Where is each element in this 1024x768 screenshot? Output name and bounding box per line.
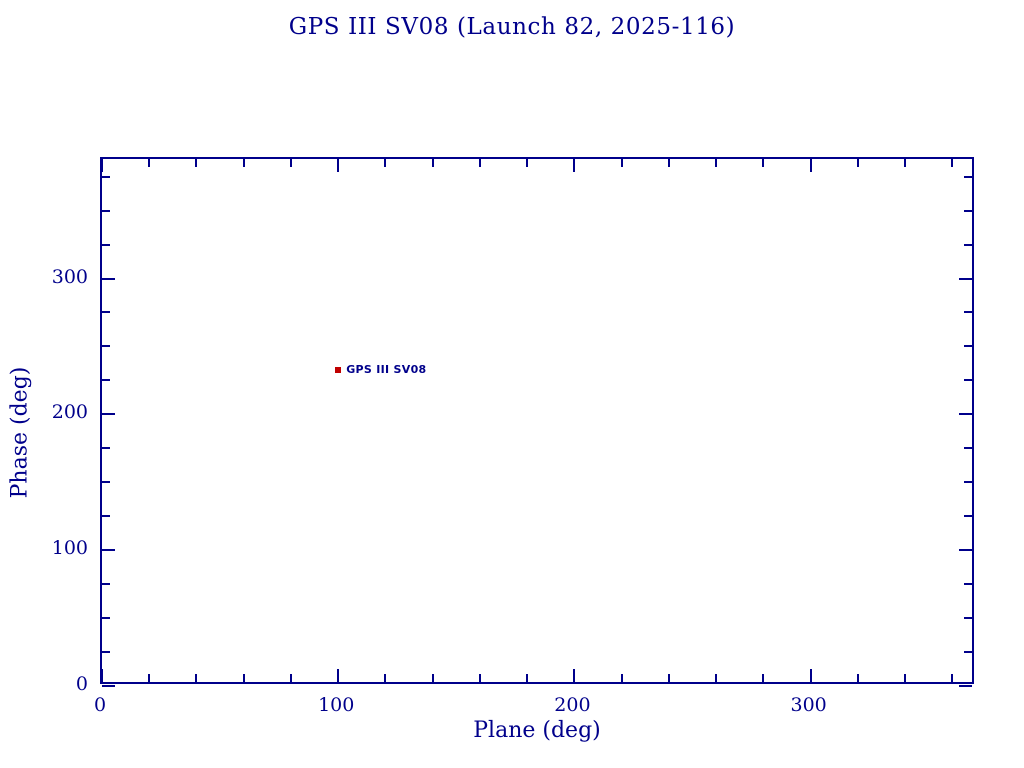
x-minor-tick-top — [620, 159, 623, 167]
x-minor-tick — [856, 674, 859, 682]
y-minor-tick — [102, 243, 110, 246]
y-major-tick — [102, 549, 115, 552]
x-minor-tick-top — [951, 159, 954, 167]
x-major-tick-top — [337, 159, 340, 172]
y-tick-label: 200 — [51, 401, 88, 424]
y-minor-tick — [102, 515, 110, 518]
x-tick-label: 200 — [554, 694, 591, 716]
x-minor-tick — [431, 674, 434, 682]
y-minor-tick-right — [964, 243, 972, 246]
y-major-tick — [102, 277, 115, 280]
y-tick-label: 100 — [51, 537, 88, 560]
y-minor-tick-right — [964, 311, 972, 314]
y-tick-label: 300 — [51, 265, 88, 288]
y-minor-tick — [102, 617, 110, 620]
y-minor-tick-right — [964, 175, 972, 178]
y-minor-tick — [102, 481, 110, 484]
x-minor-tick — [148, 674, 151, 682]
x-tick-label: 100 — [318, 694, 355, 716]
x-minor-tick — [384, 674, 387, 682]
y-minor-tick — [102, 209, 110, 212]
y-minor-tick-right — [964, 617, 972, 620]
y-axis-label: Phase (deg) — [7, 366, 33, 499]
y-minor-tick-right — [964, 515, 972, 518]
x-minor-tick-top — [856, 159, 859, 167]
y-major-tick-right — [959, 413, 972, 416]
x-major-tick-top — [101, 159, 103, 172]
x-minor-tick-top — [195, 159, 198, 167]
y-minor-tick — [102, 583, 110, 586]
x-minor-tick-top — [715, 159, 718, 167]
y-minor-tick-right — [964, 481, 972, 484]
y-minor-tick — [102, 311, 110, 314]
y-minor-tick-right — [964, 345, 972, 348]
y-minor-tick — [102, 345, 110, 348]
x-minor-tick-top — [242, 159, 245, 167]
data-point-label: GPS III SV08 — [346, 362, 427, 376]
x-minor-tick — [762, 674, 765, 682]
plot-area: GPS III SV08 — [100, 157, 974, 687]
y-major-tick — [102, 685, 115, 687]
x-minor-tick-top — [526, 159, 529, 167]
y-minor-tick-right — [964, 209, 972, 212]
x-major-tick — [809, 669, 812, 682]
x-minor-tick — [242, 674, 245, 682]
x-minor-tick-top — [478, 159, 481, 167]
chart-title: GPS III SV08 (Launch 82, 2025-116) — [288, 14, 736, 40]
x-minor-tick — [289, 674, 292, 682]
y-minor-tick-right — [964, 651, 972, 654]
x-major-tick-top — [573, 159, 576, 172]
x-minor-tick-top — [289, 159, 292, 167]
y-minor-tick-right — [964, 379, 972, 382]
x-minor-tick — [715, 674, 718, 682]
x-major-tick — [337, 669, 340, 682]
x-minor-tick-top — [148, 159, 151, 167]
y-major-tick-right — [959, 549, 972, 552]
x-major-tick — [573, 669, 576, 682]
x-minor-tick — [667, 674, 670, 682]
x-minor-tick — [951, 674, 954, 682]
y-minor-tick — [102, 447, 110, 450]
y-major-tick-right — [959, 277, 972, 280]
y-major-tick — [102, 413, 115, 416]
x-minor-tick — [904, 674, 907, 682]
y-minor-tick — [102, 651, 110, 654]
x-tick-label: 0 — [93, 694, 107, 716]
y-minor-tick-right — [964, 447, 972, 450]
x-minor-tick-top — [431, 159, 434, 167]
y-major-tick-right — [959, 685, 972, 687]
x-major-tick-top — [809, 159, 812, 172]
y-minor-tick — [102, 379, 110, 382]
y-minor-tick — [102, 175, 110, 178]
x-minor-tick-top — [904, 159, 907, 167]
x-major-tick — [101, 669, 103, 682]
x-minor-tick — [478, 674, 481, 682]
x-axis-label: Plane (deg) — [473, 718, 601, 743]
x-minor-tick-top — [667, 159, 670, 167]
x-minor-tick-top — [762, 159, 765, 167]
x-minor-tick — [526, 674, 529, 682]
y-minor-tick-right — [964, 583, 972, 586]
x-minor-tick — [195, 674, 198, 682]
x-minor-tick — [620, 674, 623, 682]
x-tick-label: 300 — [790, 694, 827, 716]
y-tick-label: 0 — [75, 673, 88, 695]
data-point-marker — [335, 366, 342, 373]
x-minor-tick-top — [384, 159, 387, 167]
